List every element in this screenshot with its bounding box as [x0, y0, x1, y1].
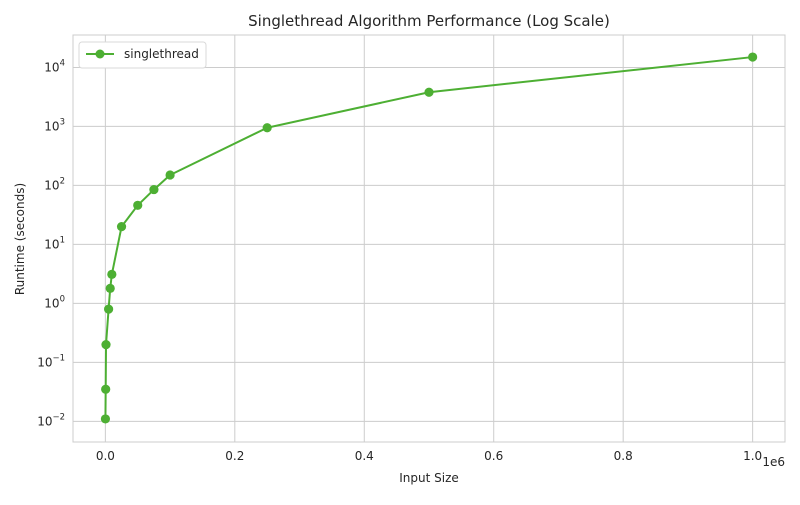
x-tick-label: 1.0	[743, 449, 762, 463]
x-tick-label: 0.0	[96, 449, 115, 463]
y-tick-label: 100	[44, 294, 65, 310]
data-point	[116, 222, 127, 232]
x-tick-label: 0.8	[614, 449, 633, 463]
data-point	[424, 87, 434, 97]
data-point	[149, 184, 159, 195]
data-point	[165, 170, 175, 180]
y-tick-label: 103	[44, 117, 65, 133]
x-tick-label: 0.6	[484, 449, 503, 463]
legend-point-marker	[95, 49, 105, 59]
y-tick-label: 104	[44, 58, 65, 74]
y-axis-label: Runtime (seconds)	[13, 183, 27, 295]
series-layer	[100, 52, 758, 424]
x-tick-label: 0.4	[355, 449, 374, 463]
tick-layer: 0.0 0.2 0.4 0.6 0.8 1.0 10−2 10−1 100 101 102 103 10…	[37, 58, 762, 463]
data-point	[133, 200, 143, 210]
y-tick-label: 101	[44, 235, 65, 251]
data-point	[262, 123, 272, 133]
data-point	[748, 52, 758, 62]
x-axis-offset-label: 1e6	[762, 455, 785, 469]
chart-title: Singlethread Algorithm Performance (Log …	[248, 12, 610, 30]
y-tick-label: 10−2	[37, 412, 65, 428]
x-axis-label: Input Size	[399, 471, 459, 485]
data-point	[104, 304, 114, 314]
legend-label-singlethread: singlethread	[124, 47, 199, 61]
data-point	[105, 283, 115, 293]
data-point	[101, 384, 111, 394]
x-tick-label: 0.2	[225, 449, 244, 463]
data-point	[100, 414, 111, 424]
data-point	[107, 269, 117, 280]
y-tick-label: 102	[44, 176, 65, 192]
data-point	[101, 340, 111, 350]
plot-frame	[72, 34, 786, 443]
y-tick-label: 10−1	[37, 353, 65, 369]
legend: singlethread	[78, 41, 207, 69]
legend-box	[78, 41, 207, 69]
